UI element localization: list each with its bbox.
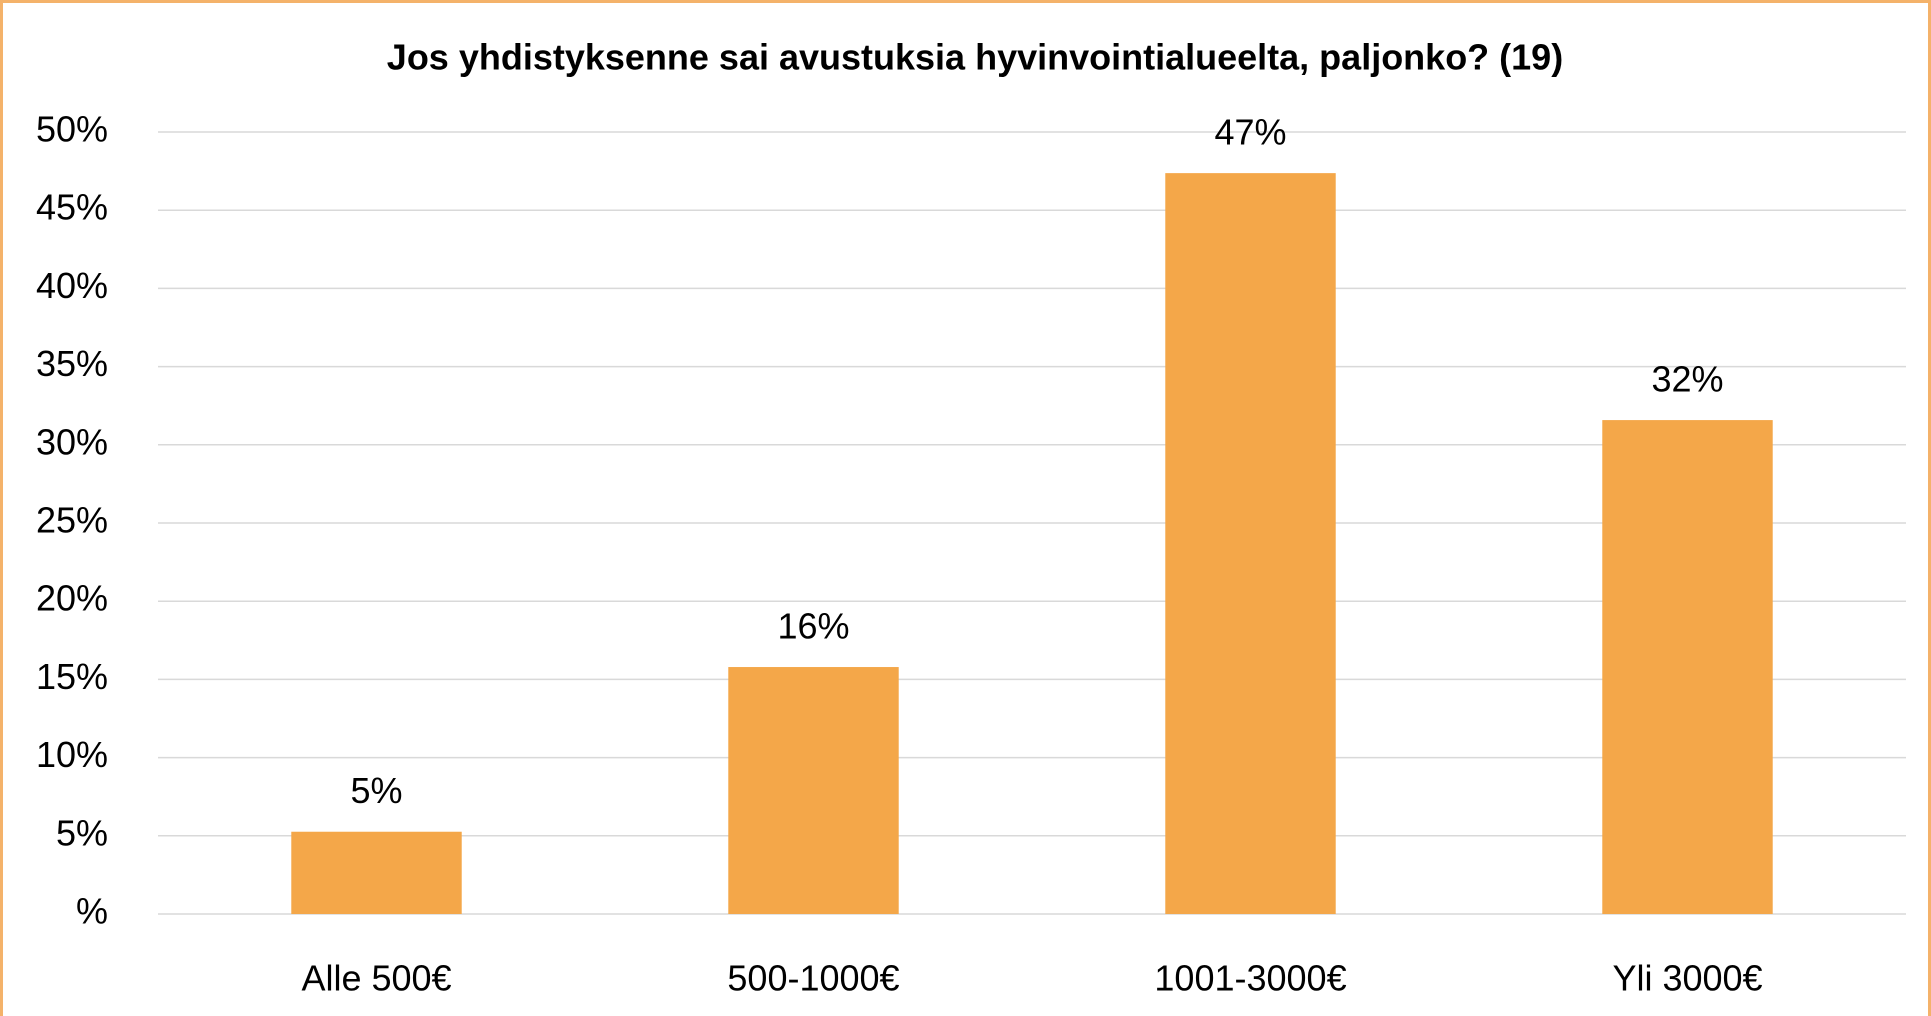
data-label: 47% [1214, 112, 1286, 153]
x-tick-label: 1001-3000€ [1154, 958, 1346, 999]
y-tick-label: 50% [36, 109, 108, 150]
y-tick-label: 35% [36, 343, 108, 384]
x-tick-label: Yli 3000€ [1612, 958, 1762, 999]
y-tick-label: 30% [36, 421, 108, 462]
bar [728, 667, 899, 914]
y-tick-label: 5% [56, 812, 108, 853]
data-label: 32% [1651, 359, 1723, 400]
bar [1165, 173, 1336, 915]
data-label: 5% [350, 770, 402, 811]
y-tick-label: 10% [36, 734, 108, 775]
x-tick-label: Alle 500€ [301, 958, 451, 999]
x-tick-label: 500-1000€ [727, 958, 899, 999]
data-label: 16% [777, 606, 849, 647]
y-tick-label: 15% [36, 656, 108, 697]
y-tick-label: 20% [36, 578, 108, 619]
chart-title: Jos yhdistyksenne sai avustuksia hyvinvo… [387, 37, 1563, 78]
bar [1602, 420, 1773, 914]
y-tick-label: 25% [36, 500, 108, 541]
y-tick-label: 40% [36, 265, 108, 306]
y-tick-label: 45% [36, 187, 108, 228]
bar [291, 831, 462, 914]
y-tick-label: % [76, 891, 108, 932]
